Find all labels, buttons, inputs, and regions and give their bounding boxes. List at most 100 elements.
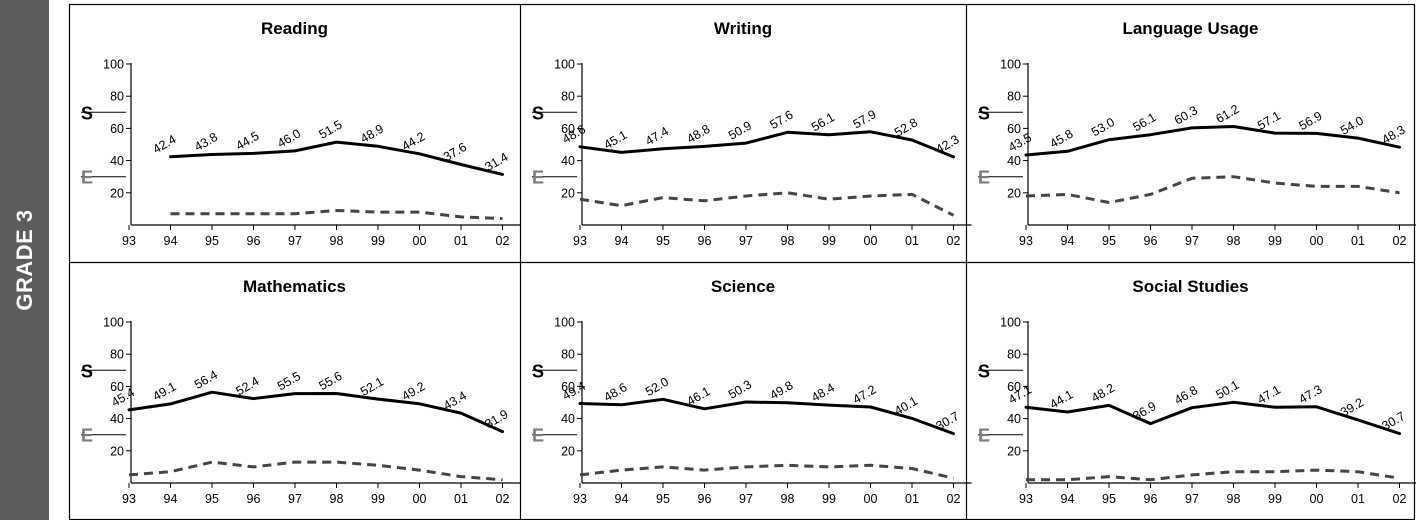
y-tick-label: 20 [561, 444, 575, 458]
x-tick-label: 94 [615, 234, 629, 248]
x-tick-label: 96 [1144, 234, 1158, 248]
data-label: 46.0 [275, 126, 303, 150]
chart-title: Mathematics [243, 277, 346, 296]
x-tick-label: 98 [1227, 234, 1241, 248]
data-label: 49.1 [150, 379, 178, 403]
y-tick-label: 80 [1007, 348, 1021, 362]
x-tick-label: 01 [1351, 234, 1365, 248]
x-tick-label: 99 [822, 234, 836, 248]
data-label: 57.6 [767, 108, 795, 132]
x-tick-label: 97 [739, 492, 753, 506]
data-label: 52.4 [233, 374, 261, 398]
x-tick-label: 01 [454, 492, 468, 506]
y-tick-label: 40 [1007, 412, 1021, 426]
x-tick-label: 95 [205, 492, 219, 506]
data-label: 40.1 [892, 394, 920, 418]
y-tick-label: 40 [561, 412, 575, 426]
x-tick-label: 98 [781, 492, 795, 506]
x-tick-label: 95 [1102, 492, 1116, 506]
data-label: 47.4 [643, 124, 671, 148]
data-label: 46.1 [684, 384, 712, 408]
x-tick-label: 99 [371, 492, 385, 506]
y-tick-label: 100 [554, 316, 575, 330]
data-label: 54.0 [1338, 113, 1366, 137]
y-tick-label: 20 [561, 186, 575, 200]
e-legend-label: E [81, 168, 93, 188]
data-label: 45.1 [601, 128, 629, 152]
x-tick-label: 02 [1393, 234, 1407, 248]
x-tick-label: 96 [1144, 492, 1158, 506]
y-tick-label: 80 [110, 90, 124, 104]
data-label: 57.9 [850, 107, 878, 131]
data-label: 42.4 [150, 132, 178, 156]
x-tick-label: 00 [1310, 234, 1324, 248]
grade-side-band: GRADE 3 [0, 0, 49, 520]
series-line-e [579, 191, 955, 217]
x-tick-label: 02 [947, 234, 961, 248]
series-line-s [1024, 400, 1401, 436]
data-label: 50.9 [726, 118, 754, 142]
data-label: 50.1 [1213, 378, 1241, 402]
x-tick-label: 01 [1351, 492, 1365, 506]
chart-social-studies: Social Studies 100 80 60 40 20 S E 93 94 95 96 97 98 9… [978, 277, 1416, 506]
x-tick-label: 02 [1393, 492, 1407, 506]
y-tick-label: 20 [1007, 444, 1021, 458]
series-line-s [169, 140, 504, 176]
e-legend-label: E [532, 426, 544, 446]
data-label: 48.9 [358, 122, 386, 146]
x-tick-label: 95 [656, 234, 670, 248]
data-label: 55.5 [275, 369, 303, 393]
y-tick-label: 20 [1007, 186, 1021, 200]
x-tick-label: 99 [1268, 234, 1282, 248]
x-tick-label: 02 [496, 492, 510, 506]
data-label: 57.1 [1255, 108, 1283, 132]
chart-science: Science 100 80 60 40 20 S E 93 94 95 96 97 98 99 00 01 02… [532, 277, 972, 506]
data-label: 44.1 [1047, 387, 1075, 411]
chart-mathematics: Mathematics 100 80 60 40 20 S E 93 94 95 96 97 98 99 00… [81, 277, 521, 506]
y-tick-label: 60 [110, 380, 124, 394]
x-tick-label: 99 [822, 492, 836, 506]
data-label: 48.3 [1379, 123, 1407, 147]
x-tick-label: 00 [864, 492, 878, 506]
y-tick-label: 100 [103, 58, 124, 72]
x-tick-label: 93 [122, 234, 136, 248]
x-tick-label: 94 [164, 492, 178, 506]
data-label: 48.2 [1089, 381, 1117, 405]
series-line-e [579, 463, 954, 480]
x-tick-label: 93 [1019, 234, 1033, 248]
series-line-e [1025, 175, 1400, 204]
x-tick-label: 99 [1268, 492, 1282, 506]
s-legend-label: S [81, 103, 93, 123]
data-label: 30.7 [933, 409, 961, 433]
data-label: 52.8 [892, 115, 920, 139]
data-label: 43.8 [192, 130, 220, 154]
data-label: 52.0 [643, 375, 671, 399]
data-label: 47.2 [850, 382, 878, 406]
series-line-e [170, 209, 503, 221]
data-label: 47.1 [1255, 383, 1283, 407]
e-legend-label: E [81, 426, 93, 446]
x-tick-label: 93 [1019, 492, 1033, 506]
e-legend-label: E [978, 168, 990, 188]
series-line-s [578, 130, 955, 159]
x-tick-label: 93 [573, 492, 587, 506]
series-line-s [578, 397, 955, 436]
chart-title: Social Studies [1132, 277, 1248, 296]
x-tick-label: 99 [371, 234, 385, 248]
data-label: 48.6 [601, 380, 629, 404]
y-tick-label: 100 [103, 316, 124, 330]
y-tick-label: 60 [1007, 380, 1021, 394]
data-label: 37.6 [441, 140, 469, 164]
x-tick-label: 97 [1185, 492, 1199, 506]
e-legend-label: E [978, 426, 990, 446]
x-tick-label: 97 [739, 234, 753, 248]
x-tick-label: 00 [1310, 492, 1324, 506]
x-tick-label: 96 [247, 492, 261, 506]
x-tick-label: 97 [288, 234, 302, 248]
chart-title: Science [711, 277, 775, 296]
x-tick-label: 94 [615, 492, 629, 506]
y-tick-label: 40 [110, 412, 124, 426]
x-tick-label: 00 [413, 492, 427, 506]
y-tick-label: 100 [1000, 316, 1021, 330]
y-tick-label: 100 [1000, 58, 1021, 72]
